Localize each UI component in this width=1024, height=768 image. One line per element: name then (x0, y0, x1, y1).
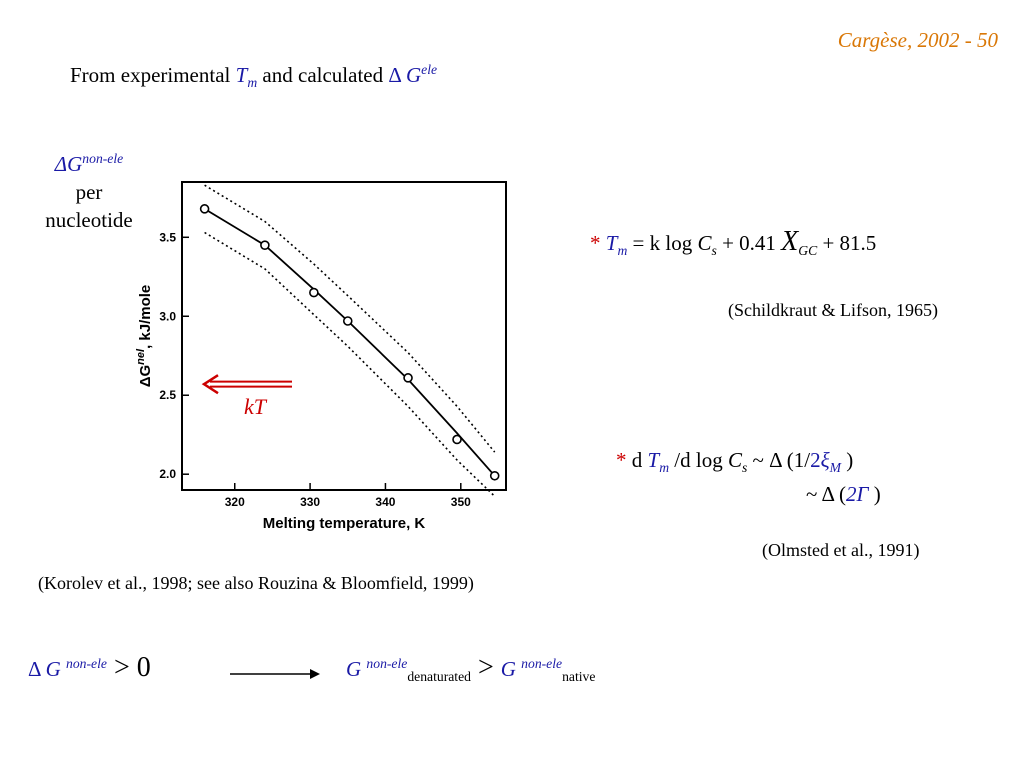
tm-formula: * Tm = k log Cs + 0.41 XGC + 81.5 (590, 226, 876, 259)
xi-subscript: M (829, 460, 841, 476)
formula-text: = k log (627, 231, 698, 255)
formula-text: + 81.5 (817, 231, 877, 255)
formula-text: d (626, 448, 648, 472)
gt-text: > (470, 652, 501, 683)
g-symbol: G (405, 63, 422, 87)
denaturated-subscript: denaturated (407, 669, 471, 685)
y-axis-label-sup: nel (135, 348, 147, 365)
x-subscript: GC (798, 243, 818, 259)
y-axis-label: ΔGnel, kJ/mole (135, 285, 154, 388)
y-tick-label: 3.0 (159, 309, 176, 323)
tm-symbol: T (647, 448, 660, 472)
x-tick-label: 350 (451, 495, 471, 509)
cs-subscript: s (711, 243, 717, 259)
cs-symbol: C (697, 231, 712, 255)
x-tick-label: 340 (375, 495, 395, 509)
chart-panel: 2.0 2.5 3.0 3.5 320 330 340 350 Melting temperat… (134, 170, 514, 540)
gamma-symbol: 2Γ (846, 482, 869, 506)
tm-symbol: T (235, 63, 248, 87)
y-axis-label-main: ΔG (137, 365, 154, 387)
formula-text: ~ Δ ( (806, 482, 847, 506)
bullet-star: * (590, 231, 601, 255)
heading-middle: and calculated (257, 63, 389, 87)
y-tick-label: 2.0 (159, 467, 176, 481)
native-subscript: native (562, 669, 596, 685)
data-point (309, 287, 319, 298)
label-nucleotide: nucleotide (45, 208, 133, 232)
two-text: 2 (810, 448, 821, 472)
x-tick-label: 320 (225, 495, 245, 509)
gt-zero-text: > 0 (106, 652, 151, 683)
tm-subscript: m (617, 243, 628, 259)
g-superscript: ele (421, 62, 438, 77)
bullet-star: * (616, 448, 627, 472)
y-tick-label: 2.5 (159, 388, 176, 402)
heading-prefix: From experimental (70, 63, 236, 87)
citation-olmsted: (Olmsted et al., 1991) (762, 540, 920, 560)
y-axis-label-units: , kJ/mole (137, 285, 154, 349)
delta-symbol: Δ (388, 63, 401, 87)
formula-text: /d log (669, 448, 728, 472)
kt-label: kT (244, 394, 266, 419)
formula-text: ~ Δ (1/ (747, 448, 811, 472)
y-tick-label: 3.5 (159, 230, 176, 244)
citation-korolev: (Korolev et al., 1998; see also Rouzina … (38, 573, 474, 593)
cs-subscript: s (741, 460, 748, 476)
x-tick-label: 330 (300, 495, 320, 509)
plot-frame (181, 181, 507, 491)
tm-symbol: T (605, 231, 618, 255)
g-superscript: non-ele (366, 656, 408, 671)
formula-text: ) (840, 448, 854, 472)
data-point (342, 316, 353, 326)
data-point (403, 373, 413, 383)
g-symbol: G (346, 657, 362, 681)
label-per: per (75, 180, 103, 204)
delta-g-text: ΔG (54, 152, 83, 176)
inequality-rhs: G non-eledenaturated > G non-elenative (346, 652, 595, 685)
g-superscript: non-ele (521, 656, 563, 671)
slide-label: Cargèse, 2002 - 50 (837, 28, 998, 52)
x-axis-label: Melting temperature, K (263, 515, 426, 532)
delta-g-superscript: non-ele (82, 151, 124, 166)
data-point (260, 240, 270, 250)
fit-line (204, 208, 496, 477)
citation-schildkraut: (Schildkraut & Lifson, 1965) (728, 300, 938, 320)
data-point (452, 434, 462, 445)
g-superscript: non-ele (66, 656, 107, 671)
x-symbol: X (781, 226, 799, 257)
g-symbol: G (500, 657, 516, 681)
formula-text: + 0.41 (716, 231, 782, 255)
g-symbol: G (45, 657, 61, 681)
gamma-formula: ~ Δ (2Γ ) (806, 482, 881, 507)
left-axis-label: ΔGnon-ele per nucleotide (34, 145, 144, 234)
inequality-lhs: Δ G non-ele > 0 (28, 652, 151, 684)
tm-subscript: m (247, 75, 258, 91)
delta-symbol: Δ (28, 657, 46, 681)
right-arrow-icon (230, 669, 320, 679)
data-point (199, 204, 210, 214)
delta-g-label: ΔGnon-ele (34, 145, 144, 178)
page-title: From experimental Tm and calculated Δ Ge… (70, 62, 437, 91)
data-point (489, 470, 500, 481)
lower-confidence-band (204, 231, 496, 497)
dtm-formula: * d Tm /d log Cs ~ Δ (1/2ξM ) (616, 448, 853, 476)
melting-temperature-chart: 2.0 2.5 3.0 3.5 320 330 340 350 Melting temperat… (135, 181, 507, 532)
cs-symbol: C (727, 448, 742, 472)
upper-confidence-band (204, 184, 496, 453)
xi-symbol: ξ (820, 448, 830, 472)
left-arrow-icon (201, 374, 219, 395)
formula-text: ) (868, 482, 881, 506)
tm-subscript: m (659, 460, 670, 476)
